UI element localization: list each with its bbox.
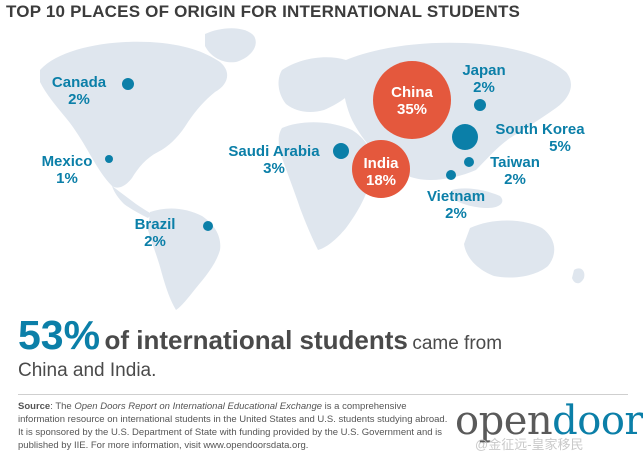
country-share: 2% <box>144 233 166 250</box>
headline-bold-text: of international students <box>104 325 408 355</box>
japan-marker <box>474 99 486 111</box>
label-china: China 35% <box>382 84 442 118</box>
country-share: 5% <box>549 138 571 155</box>
southeast-asia-islands <box>452 188 503 208</box>
footer-divider <box>18 394 628 395</box>
source-intro: : The <box>50 401 75 412</box>
headline: 53% of international students came from <box>18 312 502 359</box>
country-name: Vietnam <box>426 188 486 205</box>
headline-tail: came from <box>412 333 503 354</box>
africa-landmass <box>278 122 374 250</box>
country-share: 1% <box>56 170 78 187</box>
headline-line2: China and India. <box>18 360 157 381</box>
opendoors-logo: opendoors® <box>455 398 643 444</box>
country-name: Mexico <box>41 153 93 170</box>
source-note: Source: The Open Doors Report on Interna… <box>18 400 448 452</box>
new-zealand-landmass <box>572 268 585 284</box>
country-name: Saudi Arabia <box>228 143 320 160</box>
south-korea-bubble <box>452 124 478 150</box>
country-share: 3% <box>263 160 285 177</box>
country-name: South Korea <box>495 121 585 138</box>
watermark: @金征远-皇家移民 <box>475 437 584 452</box>
canada-marker <box>122 78 134 90</box>
headline-percent: 53% <box>18 312 101 358</box>
source-label: Source <box>18 401 51 412</box>
label-vietnam: Vietnam 2% <box>422 188 490 222</box>
north-america-landmass <box>40 41 228 188</box>
taiwan-marker <box>464 157 474 167</box>
india-bubble <box>352 140 410 198</box>
country-name: Canada <box>51 74 107 91</box>
europe-landmass <box>278 57 359 112</box>
country-share: 18% <box>365 172 397 189</box>
label-japan: Japan 2% <box>456 62 512 96</box>
source-body: is a comprehensive information resource … <box>18 401 448 451</box>
south-america-landmass <box>148 208 221 310</box>
logo-doors: doors <box>552 398 643 444</box>
country-share: 2% <box>445 205 467 222</box>
country-share: 2% <box>473 79 495 96</box>
country-share: 2% <box>504 171 526 188</box>
country-name: Taiwan <box>490 154 540 171</box>
country-name: Brazil <box>134 216 176 233</box>
china-bubble <box>373 61 451 139</box>
country-name: India <box>363 155 399 172</box>
label-taiwan: Taiwan 2% <box>484 154 546 188</box>
logo-open: open <box>455 398 553 444</box>
label-brazil: Brazil 2% <box>128 216 182 250</box>
country-share: 35% <box>396 101 428 118</box>
saudi-arabia-marker <box>333 143 349 159</box>
source-report-title: Open Doors Report on International Educa… <box>74 401 323 412</box>
country-name: Japan <box>462 62 506 79</box>
australia-landmass <box>464 220 555 278</box>
label-saudi-arabia: Saudi Arabia 3% <box>222 143 326 177</box>
label-south-korea: South Korea 5% <box>490 121 590 155</box>
label-canada: Canada 2% <box>48 74 110 108</box>
label-mexico: Mexico 1% <box>36 153 98 187</box>
country-name: China <box>391 84 433 101</box>
vietnam-marker <box>446 170 456 180</box>
brazil-marker <box>203 221 213 231</box>
mexico-marker <box>105 155 113 163</box>
country-share: 2% <box>68 91 90 108</box>
greenland-landmass <box>205 28 256 63</box>
central-america-landmass <box>112 186 152 218</box>
label-india: India 18% <box>356 155 406 189</box>
map-title: TOP 10 PLACES OF ORIGIN FOR INTERNATIONA… <box>6 2 521 21</box>
